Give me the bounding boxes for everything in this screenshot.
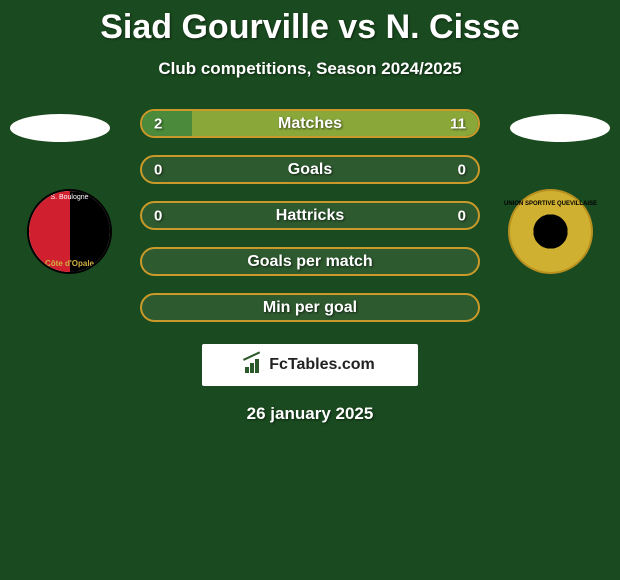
- club-logo-left-top-text: S. Boulogne: [50, 194, 88, 201]
- date-text: 26 january 2025: [0, 404, 620, 424]
- stat-row-matches: 2 Matches 11: [140, 109, 480, 138]
- stat-fill-left: [142, 111, 192, 136]
- stat-value-left: 0: [154, 161, 162, 178]
- stat-value-left: 0: [154, 207, 162, 224]
- page-title: Siad Gourville vs N. Cisse: [0, 0, 620, 47]
- stat-label: Min per goal: [263, 299, 357, 317]
- chart-icon: [245, 357, 265, 373]
- club-logo-left-bottom-text: Côte d'Opale: [45, 259, 94, 268]
- comparison-panel: S. Boulogne Côte d'Opale UNION SPORTIVE …: [0, 109, 620, 424]
- stat-value-right: 0: [458, 161, 466, 178]
- player-left-ellipse: [10, 114, 110, 142]
- brand-box[interactable]: FcTables.com: [202, 344, 418, 386]
- stat-value-right: 0: [458, 207, 466, 224]
- club-logo-right: UNION SPORTIVE QUEVILLAISE: [508, 189, 593, 274]
- stat-label: Matches: [278, 115, 342, 133]
- stat-label: Hattricks: [276, 207, 344, 225]
- stat-value-right: 11: [450, 115, 466, 132]
- stat-row-goals-per-match: Goals per match: [140, 247, 480, 276]
- stat-row-hattricks: 0 Hattricks 0: [140, 201, 480, 230]
- stat-value-left: 2: [154, 115, 162, 132]
- stat-rows: 2 Matches 11 0 Goals 0 0 Hattricks 0 Goa…: [140, 109, 480, 322]
- stat-label: Goals per match: [247, 253, 372, 271]
- brand-text: FcTables.com: [269, 356, 375, 374]
- club-logo-right-text: UNION SPORTIVE QUEVILLAISE: [504, 201, 597, 207]
- stat-row-min-per-goal: Min per goal: [140, 293, 480, 322]
- player-right-ellipse: [510, 114, 610, 142]
- subtitle: Club competitions, Season 2024/2025: [0, 59, 620, 79]
- stat-row-goals: 0 Goals 0: [140, 155, 480, 184]
- stat-label: Goals: [288, 161, 332, 179]
- club-logo-left: S. Boulogne Côte d'Opale: [27, 189, 112, 274]
